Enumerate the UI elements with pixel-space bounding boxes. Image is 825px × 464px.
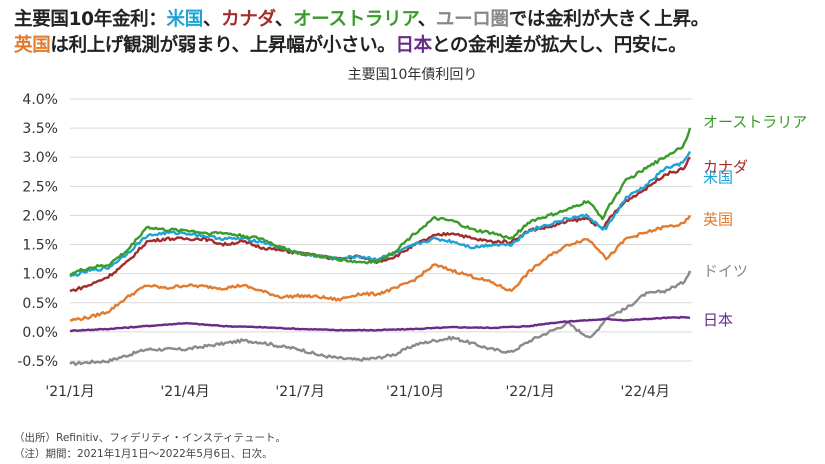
headline-1-segment-5: オーストラリア	[293, 9, 418, 30]
headline-1-segment-3: カナダ	[221, 9, 275, 30]
headline-2-segment-2: 日本	[395, 35, 432, 56]
y-tick-label: 1.5%	[22, 238, 58, 254]
headline-1-segment-6: 、	[417, 9, 437, 30]
series-label: 英国	[703, 210, 733, 228]
y-tick-label: 3.0%	[22, 150, 58, 166]
source-note: （出所）Refinitiv、フィデリティ・インスティテュート。	[14, 432, 286, 444]
x-tick-label: '21/10月	[386, 384, 444, 400]
series-line	[69, 127, 692, 276]
y-tick-label: 0.0%	[22, 325, 58, 341]
gridlines	[70, 98, 692, 362]
series-label: 日本	[703, 311, 733, 329]
headline-line-2: 英国は利上げ観測が弱まり、上昇幅が小さい。日本との金利差が拡大し、円安に。	[14, 31, 687, 57]
y-tick-label: -0.5%	[17, 354, 58, 370]
x-tick-label: '22/1月	[505, 384, 554, 400]
chart-title: 主要国10年債利回り	[347, 67, 478, 83]
series-label: カナダ	[703, 158, 748, 176]
x-tick-label: '21/1月	[45, 384, 94, 400]
series-label: 米国	[703, 168, 733, 186]
headline-2-segment-0: 英国	[14, 35, 51, 56]
x-tick-label: '22/4月	[620, 384, 669, 400]
y-tick-label: 4.0%	[22, 92, 58, 108]
headline-1-segment-4: 、	[274, 9, 294, 30]
series-line	[69, 315, 691, 333]
x-tick-label: '21/4月	[160, 384, 209, 400]
headline-1-segment-0: 主要国10年金利：	[14, 9, 167, 30]
x-tick-label: '21/7月	[275, 384, 324, 400]
series-label: ドイツ	[703, 262, 748, 280]
headline-1-segment-8: では金利が大きく上昇。	[508, 9, 710, 30]
headline-2-segment-1: は利上げ観測が弱まり、上昇幅が小さい。	[50, 35, 396, 56]
series-lines	[69, 127, 692, 366]
x-axis-ticks: '21/1月 '21/4月 '21/7月 '21/10月 '22/1月 '22/4月	[45, 384, 669, 400]
series-line	[69, 270, 692, 366]
headline-1-segment-1: 米国	[166, 9, 204, 30]
headline-line-1: 主要国10年金利：米国、カナダ、オーストラリア、ユーロ圏では金利が大きく上昇。	[14, 5, 709, 31]
y-tick-label: 1.0%	[22, 267, 58, 283]
y-tick-label: 0.5%	[22, 296, 58, 312]
y-tick-label: 2.5%	[22, 179, 58, 195]
series-line	[69, 214, 692, 322]
headline-1-segment-7: ユーロ圏	[435, 9, 509, 30]
series-line	[69, 150, 692, 278]
headline-2-segment-3: との金利差が拡大し、円安に。	[431, 35, 687, 56]
y-tick-label: 3.5%	[22, 121, 58, 137]
period-note: （注）期間：2021年1月1日〜2022年5月6日、日次。	[14, 448, 273, 460]
y-tick-label: 2.0%	[22, 208, 58, 224]
series-label: オーストラリア	[703, 113, 807, 131]
headline-1-segment-2: 、	[202, 9, 222, 30]
y-axis-ticks: -0.5% 0.0% 0.5% 1.0% 1.5% 2.0% 2.5% 3.0% 3.5% 4.0…	[17, 92, 58, 370]
